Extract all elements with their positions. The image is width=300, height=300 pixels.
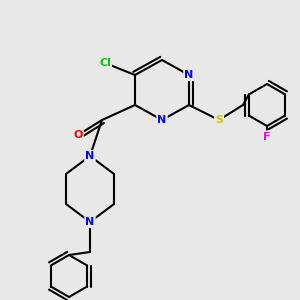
Text: F: F <box>263 131 271 142</box>
Text: N: N <box>85 217 94 227</box>
Text: N: N <box>85 151 94 161</box>
Text: N: N <box>158 115 166 125</box>
Text: N: N <box>184 70 194 80</box>
Text: O: O <box>73 130 83 140</box>
Text: Cl: Cl <box>99 58 111 68</box>
Text: S: S <box>215 115 223 125</box>
